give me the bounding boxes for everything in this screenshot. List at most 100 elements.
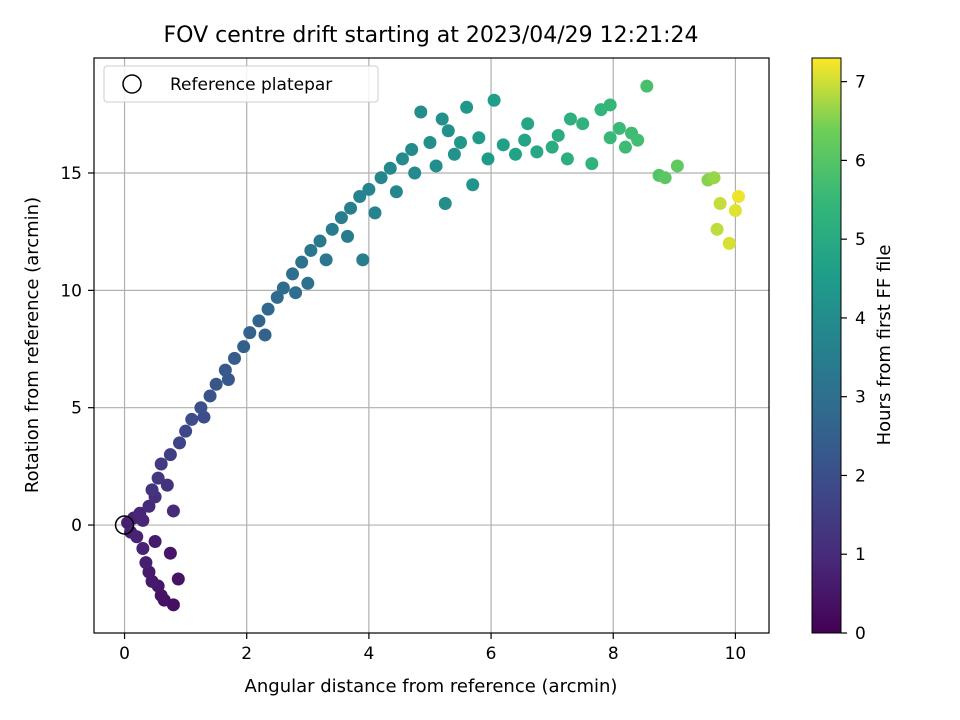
data-point bbox=[585, 157, 599, 171]
colorbar-gradient bbox=[811, 57, 842, 634]
data-point bbox=[166, 504, 180, 518]
data-point bbox=[405, 143, 419, 157]
legend-open-circle-icon bbox=[122, 74, 142, 94]
data-point bbox=[139, 556, 153, 570]
data-point bbox=[185, 412, 199, 426]
data-point bbox=[160, 478, 174, 492]
data-point bbox=[395, 152, 409, 166]
data-point bbox=[640, 79, 654, 93]
data-point bbox=[408, 166, 422, 180]
data-point bbox=[252, 314, 266, 328]
data-point bbox=[171, 572, 185, 586]
data-point bbox=[258, 328, 272, 342]
data-point bbox=[731, 189, 745, 203]
data-point bbox=[276, 281, 290, 295]
data-point bbox=[374, 171, 388, 185]
colorbar-tick-label: 1 bbox=[855, 545, 866, 565]
y-tick-label: 0 bbox=[71, 516, 82, 536]
data-point bbox=[710, 222, 724, 236]
colorbar-tick-label: 7 bbox=[855, 73, 866, 93]
data-point bbox=[179, 424, 193, 438]
data-point bbox=[136, 542, 150, 556]
data-point bbox=[270, 290, 284, 304]
colorbar-tick-label: 3 bbox=[855, 388, 866, 408]
data-point bbox=[325, 222, 339, 236]
legend: Reference platepar bbox=[103, 65, 379, 103]
data-point bbox=[295, 255, 309, 269]
data-point bbox=[194, 401, 208, 415]
data-point bbox=[286, 267, 300, 281]
colorbar: 0 1 2 3 4 5 6 7 Hours from first FF file bbox=[811, 57, 895, 644]
data-point bbox=[603, 98, 617, 112]
data-point bbox=[334, 211, 348, 225]
data-point bbox=[521, 117, 535, 131]
x-tick-label: 4 bbox=[363, 644, 374, 664]
data-point bbox=[618, 140, 632, 154]
data-point bbox=[261, 302, 275, 316]
data-point bbox=[713, 197, 727, 211]
data-point bbox=[319, 253, 333, 267]
data-point bbox=[429, 159, 443, 173]
data-point bbox=[466, 178, 480, 192]
data-point bbox=[353, 189, 367, 203]
data-point bbox=[551, 128, 565, 142]
x-tick-label: 10 bbox=[725, 644, 747, 664]
chart-title: FOV centre drift starting at 2023/04/29 … bbox=[164, 23, 699, 48]
data-point bbox=[289, 286, 303, 300]
x-axis-ticks: 0 2 4 6 8 10 bbox=[119, 633, 746, 664]
data-point bbox=[508, 147, 522, 161]
data-point bbox=[472, 131, 486, 145]
data-point bbox=[136, 513, 150, 527]
data-point bbox=[344, 201, 358, 215]
legend-label: Reference platepar bbox=[170, 75, 332, 95]
data-point bbox=[313, 234, 327, 248]
data-points bbox=[121, 79, 745, 612]
data-point bbox=[460, 100, 474, 114]
colorbar-tick-label: 6 bbox=[855, 151, 866, 171]
reference-platepar-marker bbox=[114, 515, 135, 535]
data-point bbox=[209, 377, 223, 391]
colorbar-tick-label: 4 bbox=[855, 309, 866, 329]
legend-box bbox=[103, 65, 379, 103]
data-point bbox=[438, 197, 452, 211]
data-point bbox=[563, 112, 577, 126]
data-point bbox=[154, 457, 168, 471]
data-point bbox=[389, 185, 403, 199]
data-point bbox=[362, 182, 376, 196]
y-tick-label: 15 bbox=[60, 164, 82, 184]
data-point bbox=[301, 276, 315, 290]
data-point bbox=[658, 171, 672, 185]
x-tick-label: 6 bbox=[486, 644, 497, 664]
data-point bbox=[414, 105, 428, 119]
data-point bbox=[227, 351, 241, 365]
data-point bbox=[304, 243, 318, 257]
data-point bbox=[148, 534, 162, 548]
data-point bbox=[670, 159, 684, 173]
data-point bbox=[560, 152, 574, 166]
colorbar-tick-label: 5 bbox=[855, 230, 866, 250]
y-axis-label: Rotation from reference (arcmin) bbox=[22, 197, 43, 493]
data-point bbox=[163, 448, 177, 462]
data-point bbox=[163, 546, 177, 560]
y-tick-label: 10 bbox=[60, 281, 82, 301]
data-point bbox=[423, 135, 437, 149]
data-point bbox=[441, 124, 455, 138]
colorbar-tick-label: 2 bbox=[855, 466, 866, 486]
data-point bbox=[341, 229, 355, 243]
y-tick-label: 5 bbox=[71, 399, 82, 419]
data-point bbox=[145, 483, 159, 497]
colorbar-ticks: 0 1 2 3 4 5 6 7 bbox=[841, 73, 866, 644]
data-point bbox=[481, 152, 495, 166]
x-tick-label: 0 bbox=[119, 644, 130, 664]
data-point bbox=[383, 161, 397, 175]
data-point bbox=[142, 499, 156, 513]
data-point bbox=[218, 363, 232, 377]
data-point bbox=[728, 204, 742, 218]
data-point bbox=[237, 340, 251, 354]
plot-frame bbox=[93, 57, 770, 634]
colorbar-tick-label: 0 bbox=[855, 624, 866, 644]
x-tick-label: 8 bbox=[608, 644, 619, 664]
colorbar-label: Hours from first FF file bbox=[874, 245, 895, 446]
data-point bbox=[243, 326, 257, 340]
